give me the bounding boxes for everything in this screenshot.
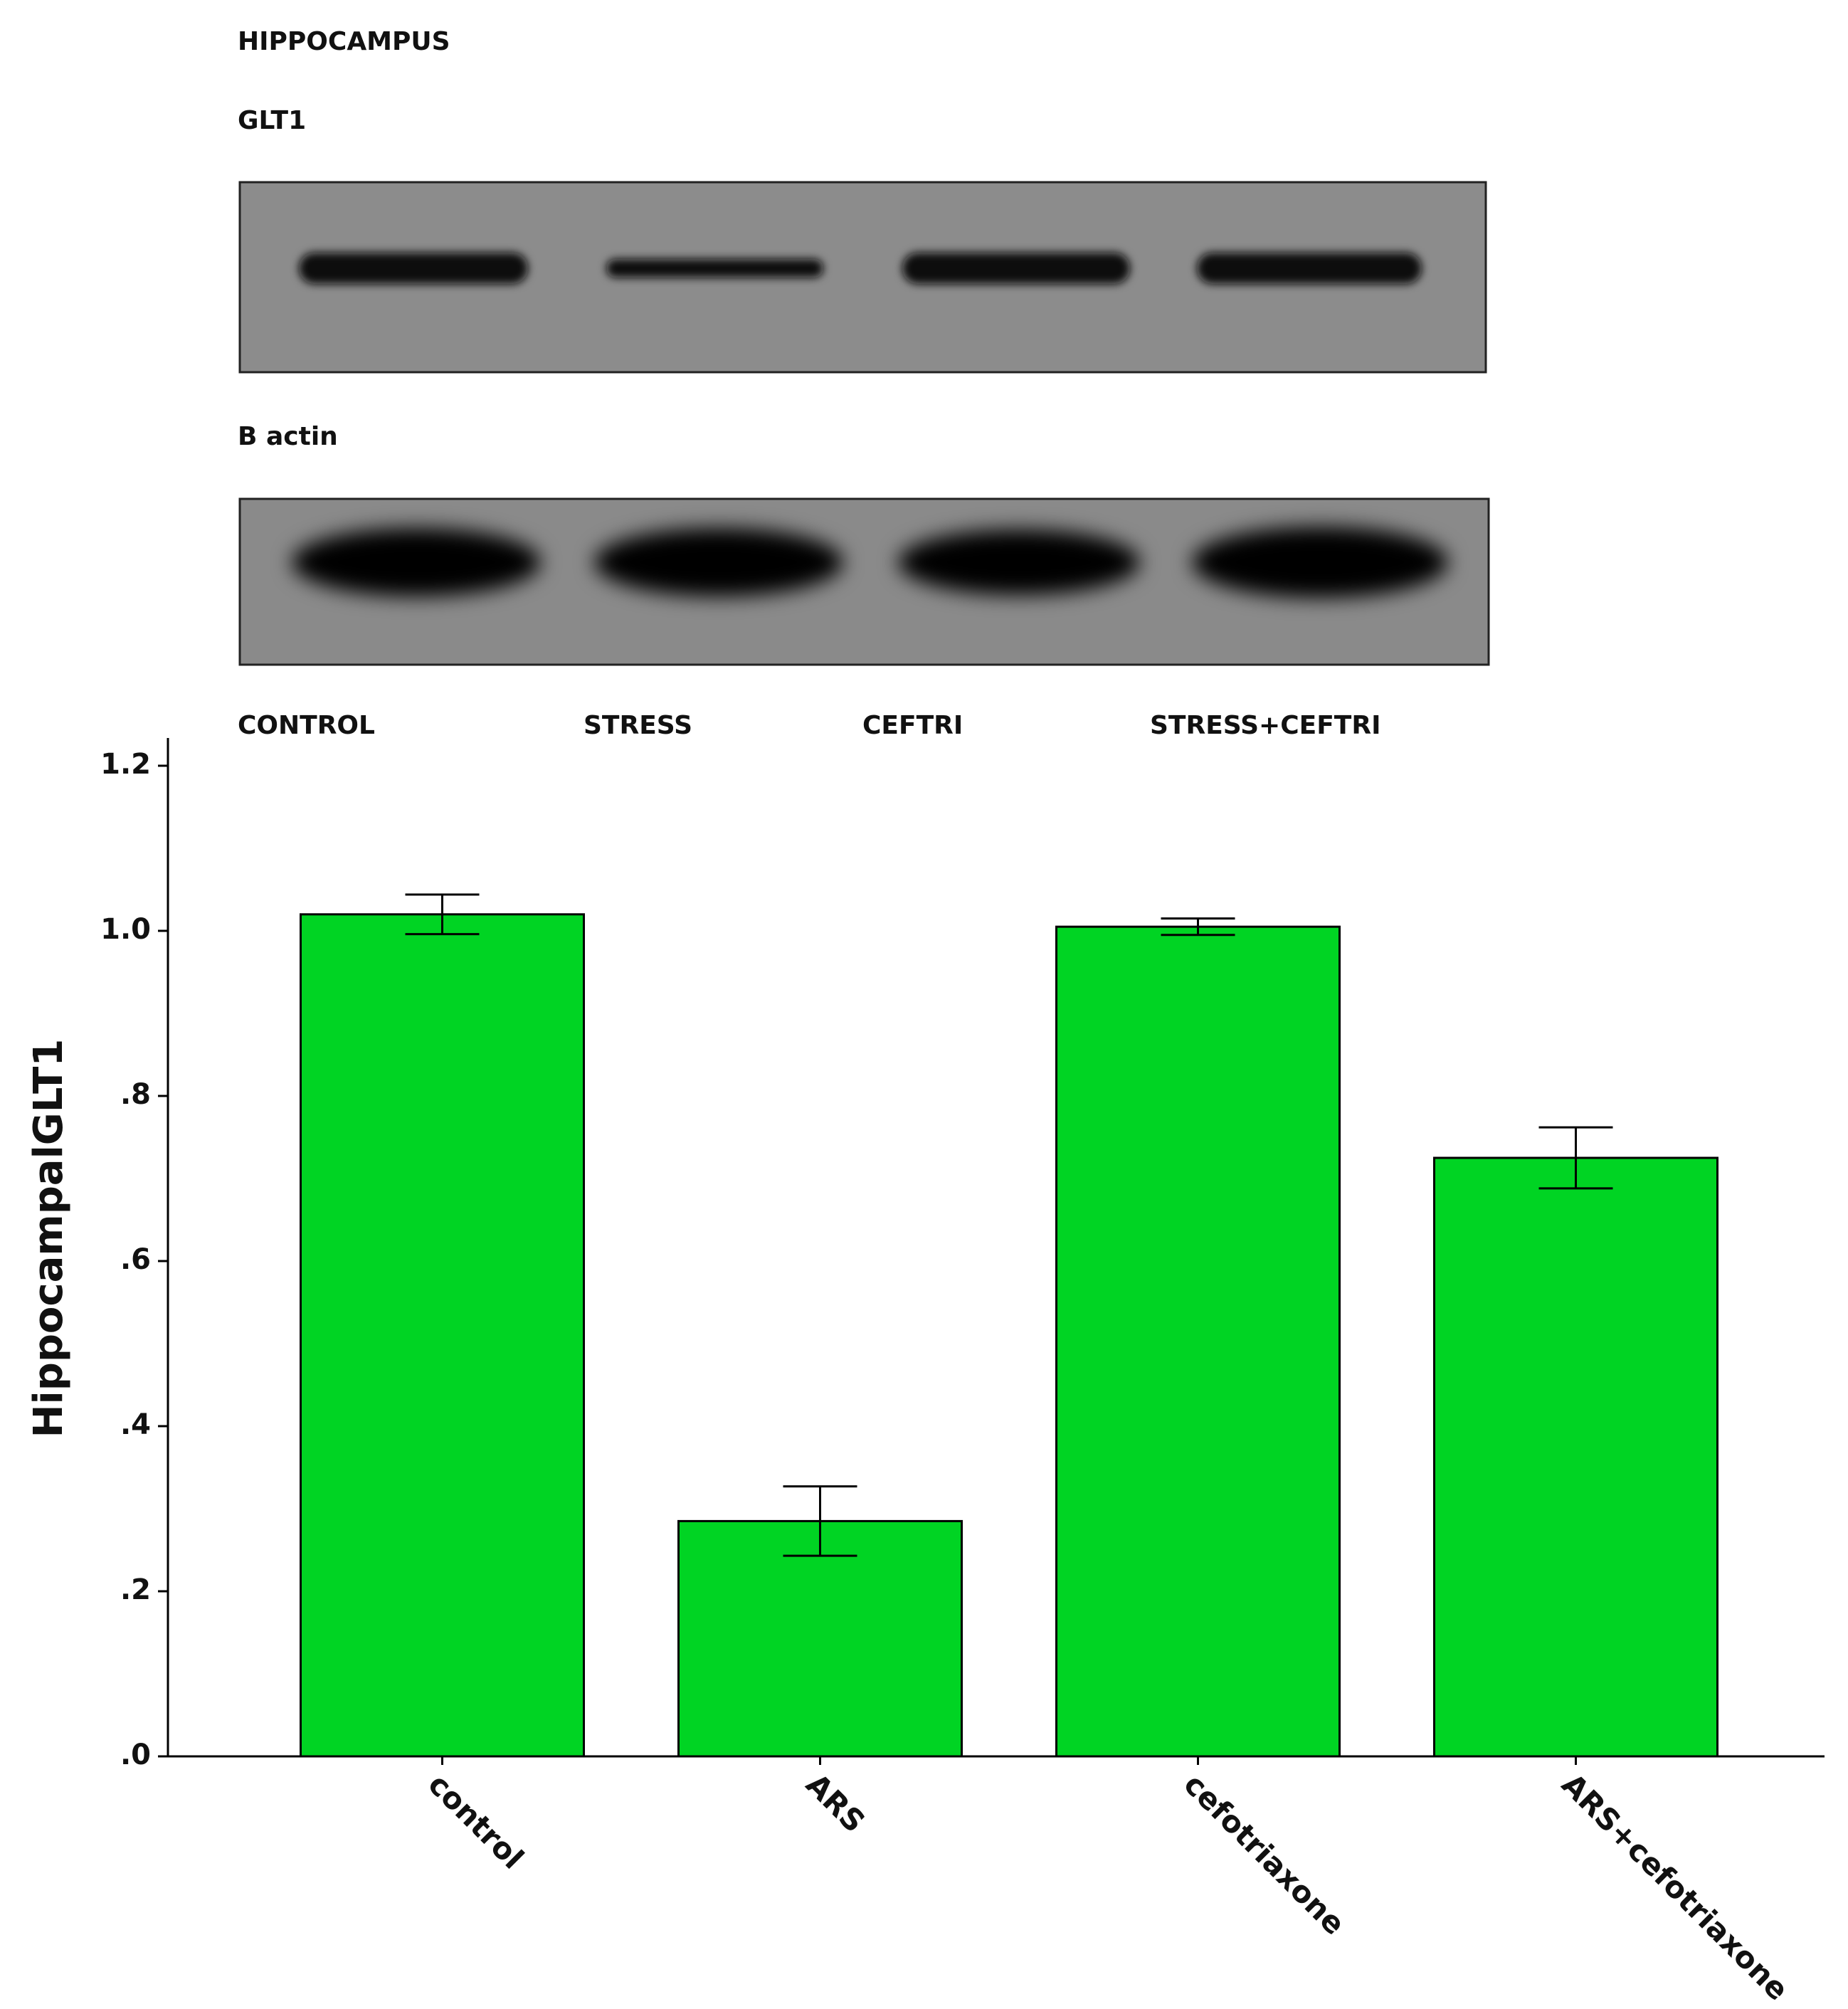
error-bar (405, 893, 480, 936)
error-bar (783, 1485, 857, 1557)
bar (1055, 925, 1341, 1758)
lane-label: CEFTRI (862, 711, 963, 740)
y-axis-label: HippocampalGLT1 (26, 1039, 72, 1438)
region-label: HIPPOCAMPUS (238, 27, 450, 56)
y-tick-label: .2 (120, 1573, 151, 1606)
y-tick-label: 1.2 (100, 748, 151, 781)
y-tick-label: .8 (120, 1078, 151, 1111)
x-tick-label: ARS+cefotriaxone (1555, 1767, 1795, 2008)
lane-label: STRESS+CEFTRI (1150, 711, 1380, 740)
y-tick-label: 1.0 (100, 913, 151, 946)
lane-label: STRESS (584, 711, 692, 740)
bands (299, 253, 1422, 284)
x-tick-label: ARS (799, 1767, 872, 1840)
bar (1433, 1156, 1718, 1758)
y-tick-label: .0 (120, 1739, 151, 1771)
panel-label: B actin (238, 422, 338, 451)
error-bar (1538, 1126, 1613, 1190)
bar (300, 913, 585, 1758)
error-bar (1161, 917, 1235, 937)
x-tick-label: control (421, 1767, 530, 1876)
bands (292, 527, 1448, 598)
y-tick-label: .6 (120, 1243, 151, 1276)
panel-label: GLT1 (238, 106, 306, 135)
x-tick-label: cefotriaxone (1177, 1767, 1352, 1942)
y-tick-label: .4 (120, 1408, 151, 1441)
lane-label: CONTROL (238, 711, 375, 740)
